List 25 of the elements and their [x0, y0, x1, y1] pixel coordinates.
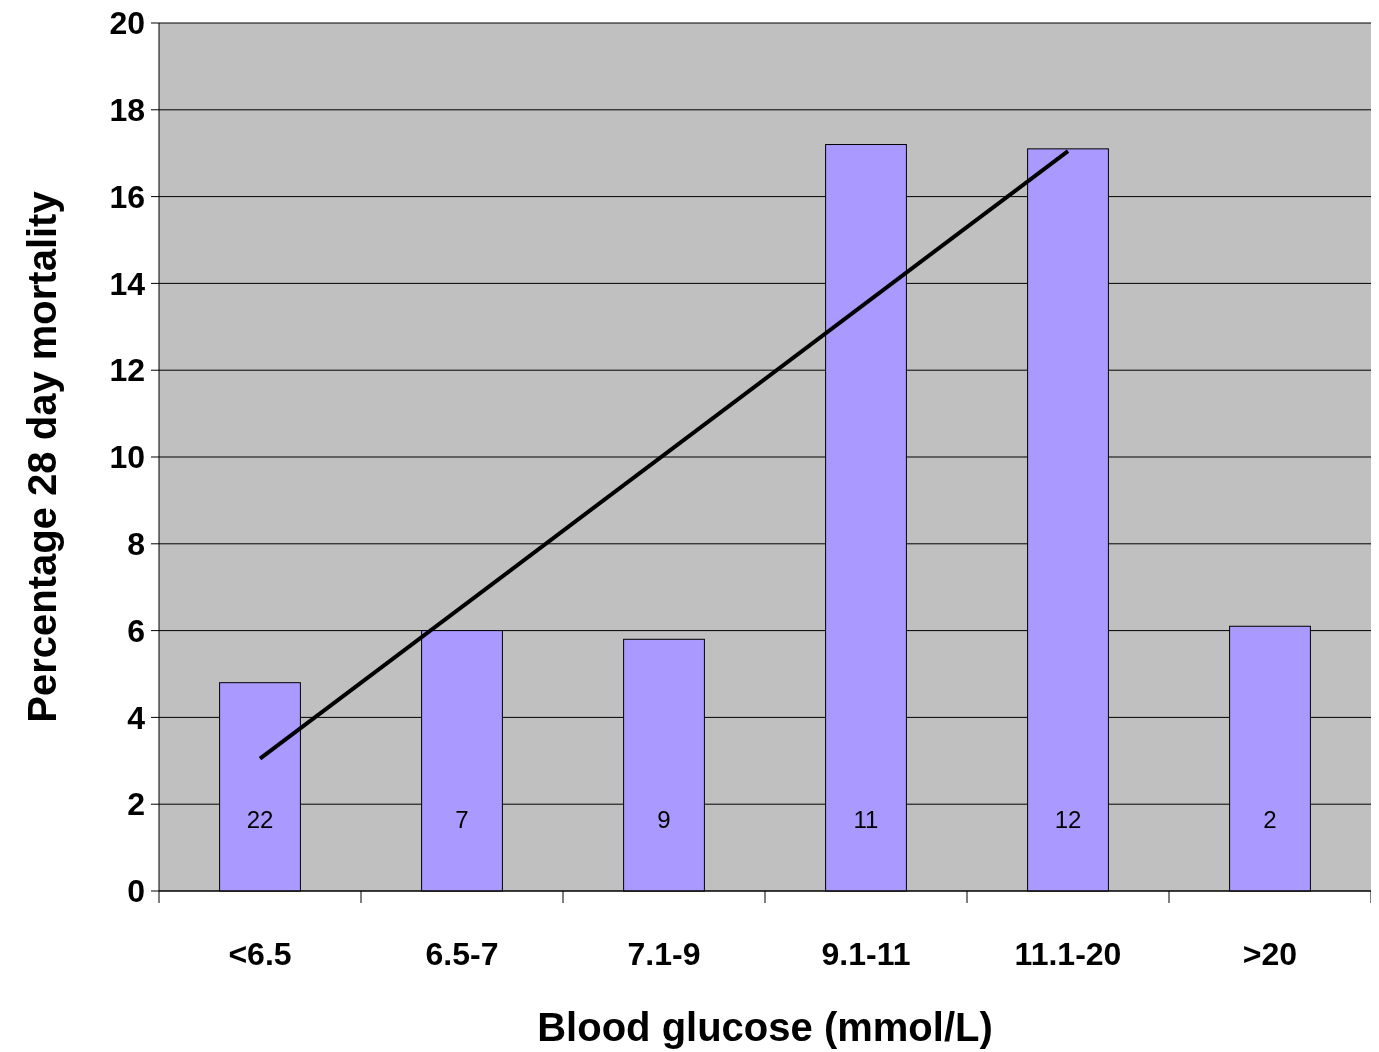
annotation: 9 [657, 806, 671, 833]
x-tick-label: <6.5 [228, 936, 292, 972]
y-tick-label: 6 [127, 612, 145, 649]
y-tick-label: 0 [127, 873, 145, 910]
annotation: 22 [246, 806, 274, 833]
x-axis-title: Blood glucose (mmol/L) [537, 1005, 993, 1049]
annotation: 7 [455, 806, 469, 833]
annotation: 11 [853, 806, 879, 833]
y-tick-label: 8 [127, 526, 145, 562]
y-tick-label: 20 [109, 5, 145, 42]
y-tick-label: 14 [109, 265, 146, 302]
x-tick-label: 9.1-11 [821, 936, 911, 972]
y-tick-label: 16 [109, 178, 145, 215]
y-tick-label: 12 [109, 352, 145, 389]
annotation: 12 [1054, 806, 1082, 833]
y-tick-label: 4 [127, 699, 146, 736]
y-tick-label: 18 [109, 92, 145, 128]
x-tick-label: >20 [1242, 936, 1298, 972]
x-tick-label: 7.1-9 [627, 936, 701, 972]
x-tick-label: 11.1-20 [1014, 936, 1122, 972]
annotation: 2 [1263, 806, 1277, 833]
y-axis-title: Percentage 28 day mortality [20, 190, 64, 723]
y-tick-label: 2 [127, 786, 145, 823]
y-tick-label: 10 [109, 439, 145, 476]
x-tick-label: 6.5-7 [425, 936, 499, 972]
